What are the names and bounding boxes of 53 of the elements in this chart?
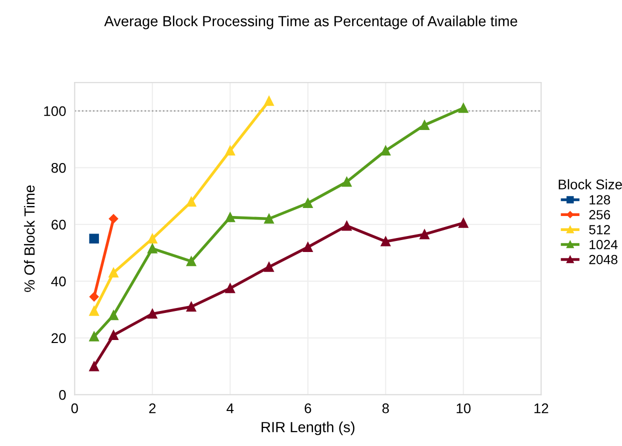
point [89,234,99,244]
point [225,212,235,222]
point [380,236,390,246]
point [458,218,468,228]
legend-title: Block Size [558,179,622,190]
x-tick-label: 4 [226,404,234,414]
y-tick-label: 100 [44,106,66,116]
legend-label: 1024 [590,240,618,250]
y-axis-title: % Of Block Time [24,185,35,292]
x-tick-label: 2 [149,403,156,414]
point [264,214,274,224]
y-tick-label: 60 [52,220,66,230]
point [148,308,158,319]
legend-label: 512 [589,224,610,234]
point [108,330,118,340]
x-tick-label: 8 [382,403,389,414]
point [225,146,235,156]
point [420,229,430,240]
chart-title: Average Block Processing Time as Percentage of Available time [104,16,518,30]
point [108,310,118,320]
legend-label: 256 [589,210,610,220]
point [148,234,158,244]
point [420,120,430,130]
point [303,242,313,252]
point [342,220,352,231]
point [186,256,196,266]
y-tick-label: 40 [51,276,66,286]
point [89,292,99,302]
point [108,214,118,224]
point [186,302,196,312]
x-tick-label: 6 [304,403,312,414]
point [186,196,196,207]
point [303,198,313,208]
y-tick-label: 0 [59,390,66,400]
point [264,96,274,106]
point [458,103,468,113]
point [89,332,99,342]
x-tick-label: 12 [534,403,548,414]
point [225,283,235,294]
y-tick-label: 20 [52,333,66,344]
x-tick-label: 10 [456,403,471,414]
point [380,146,390,156]
point [89,306,99,316]
point [89,361,99,372]
point [342,176,352,187]
x-tick-label: 0 [71,403,78,414]
y-tick-label: 80 [51,162,66,173]
legend-label: 128 [590,195,610,204]
point [148,244,158,254]
point [108,268,118,278]
legend-label: 2048 [589,254,618,264]
point [264,262,274,272]
x-axis-title: RIR Length (s) [262,422,354,436]
